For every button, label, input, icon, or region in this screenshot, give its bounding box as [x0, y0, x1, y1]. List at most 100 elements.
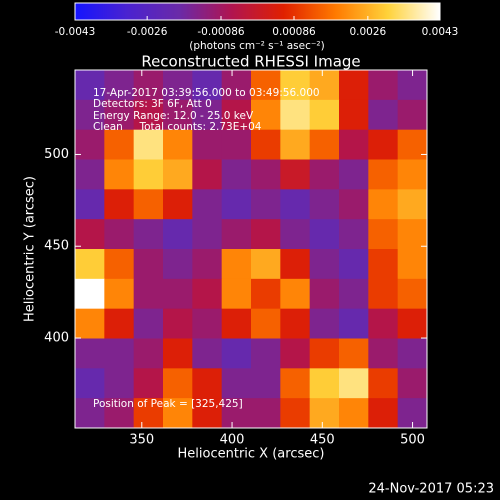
- cell: [133, 308, 164, 339]
- y-tick-label: 400: [44, 331, 69, 346]
- cell: [251, 189, 281, 220]
- x-tick-label: 500: [400, 433, 425, 448]
- cell: [75, 99, 105, 131]
- cell: [397, 308, 428, 339]
- cell: [280, 398, 311, 429]
- cell: [251, 308, 281, 339]
- cell: [339, 189, 369, 220]
- cell: [221, 99, 252, 131]
- cell: [104, 70, 135, 101]
- cell: [397, 159, 428, 190]
- cell: [368, 189, 399, 220]
- cell: [280, 249, 311, 280]
- cell: [192, 278, 223, 310]
- cell: [104, 278, 135, 310]
- cell: [163, 368, 193, 399]
- cell: [280, 189, 311, 220]
- cell: [280, 99, 311, 131]
- cell: [133, 189, 164, 220]
- x-tick-label: 350: [129, 433, 154, 448]
- cell: [397, 249, 428, 280]
- colorbar: [74, 2, 441, 21]
- cell: [368, 70, 399, 101]
- cell: [75, 338, 105, 369]
- cell: [221, 129, 252, 160]
- cell: [251, 129, 281, 160]
- cell: [280, 70, 311, 101]
- colorbar-tick-label: 0.0043: [422, 26, 459, 38]
- colorbar-label: (photons cm⁻² s⁻¹ asec⁻²): [189, 40, 324, 52]
- cell: [104, 398, 135, 429]
- cell: [133, 338, 164, 369]
- cell: [251, 249, 281, 280]
- cell: [192, 70, 223, 101]
- cell: [280, 129, 311, 160]
- cell: [192, 129, 223, 160]
- cell: [221, 278, 252, 310]
- colorbar-tick-label: -0.0043: [55, 26, 96, 38]
- cell: [104, 249, 135, 280]
- cell: [133, 368, 164, 399]
- cell: [75, 278, 105, 310]
- x-axis-label: Heliocentric X (arcsec): [178, 447, 325, 462]
- cell: [309, 308, 340, 339]
- cell: [309, 249, 340, 280]
- cell: [339, 278, 369, 310]
- cell: [309, 99, 340, 131]
- cell: [75, 70, 105, 101]
- cell: [133, 278, 164, 310]
- cell: [309, 398, 340, 429]
- cell: [368, 219, 399, 250]
- cell: [280, 219, 311, 250]
- cell: [221, 70, 252, 101]
- cell: [163, 99, 193, 131]
- cell: [339, 129, 369, 160]
- cell: [368, 249, 399, 280]
- x-tick-label: 450: [310, 433, 335, 448]
- cell: [192, 189, 223, 220]
- cell: [339, 308, 369, 339]
- cell: [397, 129, 428, 160]
- cell: [309, 189, 340, 220]
- cell: [163, 338, 193, 369]
- cell: [309, 368, 340, 399]
- cell: [309, 278, 340, 310]
- cell: [163, 249, 193, 280]
- cell: [163, 159, 193, 190]
- cell: [397, 368, 428, 399]
- cell: [309, 70, 340, 101]
- cell: [163, 278, 193, 310]
- cell: [104, 219, 135, 250]
- cell: [397, 219, 428, 250]
- annotation: Energy Range: 12.0 - 25.0 keV: [93, 110, 254, 122]
- cell: [221, 368, 252, 399]
- cell: [192, 99, 223, 131]
- cell: [368, 338, 399, 369]
- cell: [280, 368, 311, 399]
- cell: [192, 368, 223, 399]
- annotation: Detectors: 3F 6F, Att 0: [93, 98, 212, 110]
- cell: [163, 398, 193, 429]
- chart-title: Reconstructed RHESSI Image: [141, 53, 360, 71]
- cell: [104, 368, 135, 399]
- cell: [397, 278, 428, 310]
- cell: [104, 308, 135, 339]
- cell: [368, 368, 399, 399]
- cell: [251, 368, 281, 399]
- y-tick-label: 450: [44, 239, 69, 254]
- cell: [192, 398, 223, 429]
- cell: [251, 398, 281, 429]
- cell: [133, 70, 164, 101]
- colorbar-tick-label: 0.00086: [272, 26, 316, 38]
- cell: [104, 99, 135, 131]
- cell: [192, 308, 223, 339]
- cell: [104, 159, 135, 190]
- cell: [368, 308, 399, 339]
- cell: [192, 338, 223, 369]
- cell: [104, 129, 135, 160]
- cell: [339, 249, 369, 280]
- cell: [133, 129, 164, 160]
- cell: [280, 159, 311, 190]
